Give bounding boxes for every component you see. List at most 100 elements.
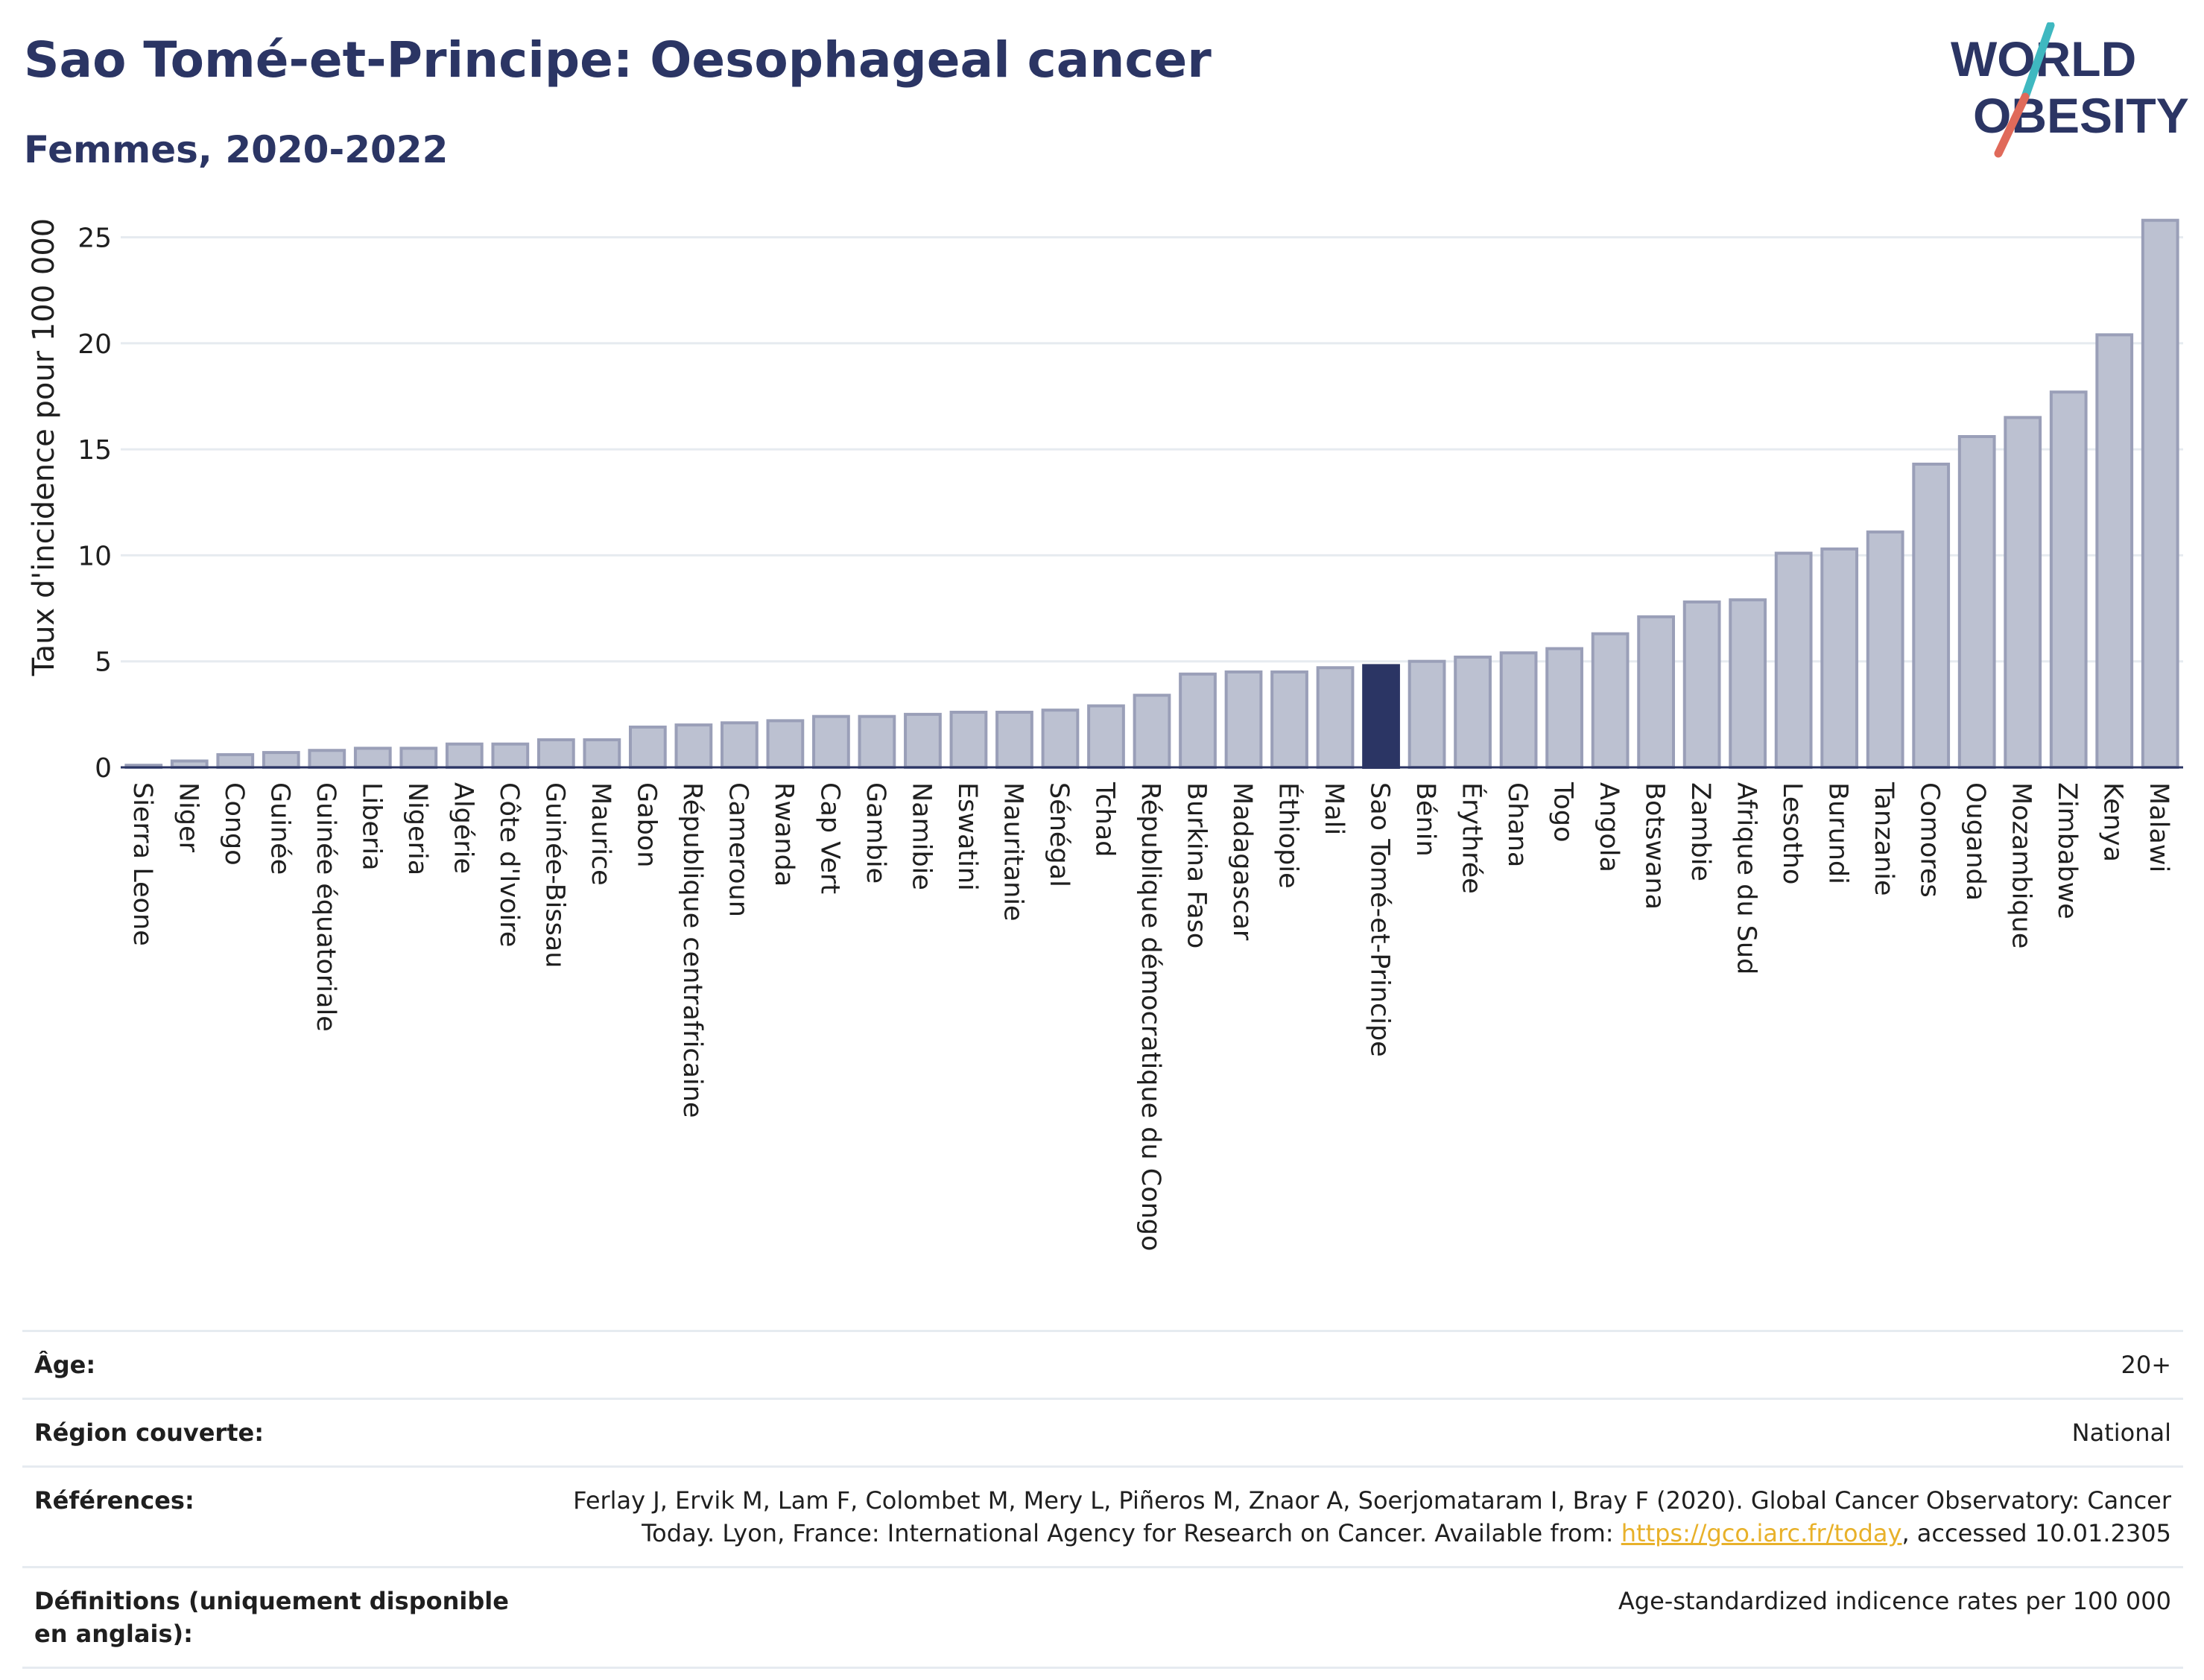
meta-age-label: Âge: [34,1351,96,1379]
meta-row-definitions: Définitions (uniquement disponible en an… [22,1566,2183,1669]
x-tick-label: Zimbabwe [2052,782,2082,919]
bar [1499,651,1538,769]
bar [1957,435,1996,769]
x-tick-label: Guinée-Bissau [539,782,569,969]
world-obesity-logo: WORLD OBESITY [1951,22,2189,158]
bar [1912,463,1951,769]
x-tick-label: Malawi [2144,782,2173,872]
y-tick-label: 25 [77,223,112,253]
bar [445,742,484,770]
x-tick-label: Érythrée [1457,782,1488,894]
y-tick-label: 15 [77,435,112,466]
x-tick-label: Mali [1319,782,1349,835]
x-tick-label: Comores [1915,782,1945,898]
x-tick-label: Lesotho [1777,782,1807,884]
x-tick-label: Rwanda [769,782,799,887]
bar [2095,333,2134,769]
bar [721,721,759,770]
bar [1866,530,1904,769]
x-tick-label: Namibie [906,782,936,890]
references-link[interactable]: https://gco.iarc.fr/today [1621,1519,1902,1547]
metadata-table: Âge: 20+ Région couverte: National Référ… [22,1330,2183,1669]
x-tick-label: Sénégal [1044,782,1074,887]
x-tick-label: Côte d'Ivoire [494,782,524,947]
meta-region-label: Région couverte: [34,1419,264,1447]
bar [812,714,850,770]
bar [399,747,438,770]
x-tick-label: Tanzanie [1869,782,1899,896]
bar [216,752,255,770]
y-tick-labels: 0 5 10 15 20 25 [77,223,112,784]
logo-slash-red [1994,92,2030,158]
x-tick-label: Sao Tomé-et-Principe [1365,782,1395,1057]
bar [536,738,575,769]
x-tick-label: Burkina Faso [1182,782,1212,948]
x-tick-label: Ouganda [1960,782,1990,901]
y-axis-label: Taux d'incidence pour 100 000 [27,218,61,676]
x-tick-label: Gabon [631,782,661,867]
chart-title: Sao Tomé-et-Principe: Oesophageal cancer [24,31,1212,89]
bar [583,738,621,769]
bar [1270,670,1308,770]
bar [1316,666,1355,769]
x-tick-label: Eswatini [952,782,982,891]
x-tick-labels: Sierra Leone Niger Congo Guinée Guinée équat… [127,782,2173,1251]
y-tick-label: 5 [95,647,112,678]
x-tick-label: République démocratique du Congo [1136,782,1165,1251]
bar [1820,547,1859,769]
bar [858,714,896,770]
bars [124,218,2179,770]
x-tick-label: Congo [219,782,249,866]
x-tick-label: Maurice [586,782,615,886]
bar [1454,656,1492,769]
meta-row-region: Région couverte: National [22,1398,2183,1465]
x-tick-label: Liberia [356,782,386,871]
bar [766,719,805,770]
x-tick-label: Sierra Leone [127,782,157,946]
bar [629,725,667,770]
x-tick-label: Niger [173,782,203,853]
bar [1041,709,1080,770]
bar [1179,672,1217,769]
bar-chart: 0 5 10 15 20 25 Sierra Leone Niger Congo Guinée G… [27,218,2183,1251]
x-tick-label: Cameroun [723,782,753,917]
bar [904,712,942,769]
bar [2004,416,2042,770]
bar [1087,704,1125,770]
bar [1637,615,1675,770]
bar [1545,647,1583,769]
bar-highlighted [1362,664,1400,770]
bar [1591,632,1630,770]
x-tick-label: Tchad [1089,782,1119,858]
meta-row-age: Âge: 20+ [22,1330,2183,1398]
x-tick-label: Togo [1548,782,1578,842]
x-tick-label: Madagascar [1227,782,1257,941]
x-tick-label: Guinée [265,782,294,875]
x-tick-label: Algérie [448,782,478,874]
bar [949,711,988,769]
bar [1774,551,1813,769]
meta-definitions-value: Age-standardized indicence rates per 100… [1618,1587,2171,1615]
bar [1407,659,1446,770]
meta-age-value: 20+ [2121,1351,2171,1379]
x-tick-label: Kenya [2098,782,2128,862]
references-text-2: Today. Lyon, France: International Agenc… [642,1519,1621,1547]
bar [1682,600,1721,769]
x-tick-label: République centrafricaine [677,782,707,1118]
chart-subtitle: Femmes, 2020-2022 [24,128,449,171]
x-tick-label: Guinée équatoriale [311,782,341,1032]
bar [1224,670,1263,770]
references-text-1: Ferlay J, Ervik M, Lam F, Colombet M, Me… [573,1486,2171,1515]
bar [995,711,1033,769]
y-tick-label: 20 [77,329,112,360]
bar [2141,218,2179,769]
x-tick-label: Cap Vert [814,782,844,894]
meta-references-label: Références: [34,1486,194,1515]
meta-region-value: National [2071,1419,2171,1447]
logo-slash-teal [2021,22,2055,101]
references-text-3: , accessed 10.01.2305 [1901,1519,2171,1547]
x-tick-label: Botswana [1640,782,1670,910]
bar [1133,694,1171,770]
x-tick-label: Gambie [861,782,890,884]
x-tick-label: Burundi [1823,782,1853,884]
